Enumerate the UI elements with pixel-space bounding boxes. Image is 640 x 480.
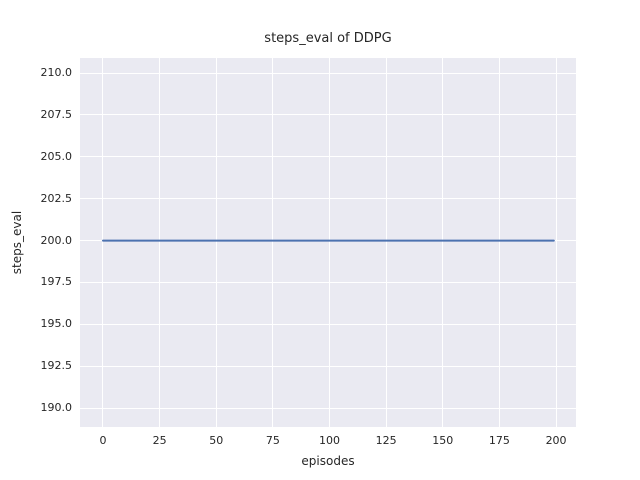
y-gridline (80, 198, 576, 200)
y-gridline (80, 323, 576, 325)
y-tick-label: 200.0 (40, 233, 73, 247)
y-gridline (80, 72, 576, 74)
plot-background (80, 58, 576, 427)
y-tick-label: 192.5 (40, 359, 73, 373)
x-gridline (272, 58, 274, 427)
x-gridline (215, 58, 217, 427)
y-tick-label: 197.5 (40, 275, 73, 289)
x-gridline (159, 58, 161, 427)
x-tick-label: 125 (375, 434, 397, 447)
y-tick-label: 205.0 (40, 149, 73, 163)
y-gridline (80, 156, 576, 158)
series-layer (102, 239, 555, 242)
y-gridline (80, 114, 576, 116)
x-tick-label: 175 (488, 434, 510, 447)
y-gridline (80, 281, 576, 283)
y-tick-label: 207.5 (40, 107, 73, 121)
x-tick-label: 25 (152, 434, 167, 447)
x-gridline (102, 58, 104, 427)
y-gridline (80, 407, 576, 409)
y-gridline (80, 365, 576, 367)
x-axis-label: episodes (301, 454, 355, 468)
y-tick-label: 195.0 (40, 317, 73, 331)
x-tick-label: 50 (209, 434, 224, 447)
x-gridline (329, 58, 331, 427)
chart-title: steps_eval of DDPG (264, 31, 392, 46)
y-tick-label: 210.0 (40, 66, 73, 80)
x-gridline (385, 58, 387, 427)
y-tick-label: 202.5 (40, 191, 73, 205)
x-gridline (555, 58, 557, 427)
x-tick-label: 100 (319, 434, 341, 447)
plot-area (80, 58, 576, 427)
y-tick-label: 190.0 (40, 401, 73, 415)
x-tick-label: 150 (432, 434, 454, 447)
x-tick-label: 75 (265, 434, 280, 447)
x-gridline (498, 58, 500, 427)
x-tick-label: 0 (99, 434, 107, 447)
x-gridline (442, 58, 444, 427)
x-tick-label: 200 (545, 434, 567, 447)
